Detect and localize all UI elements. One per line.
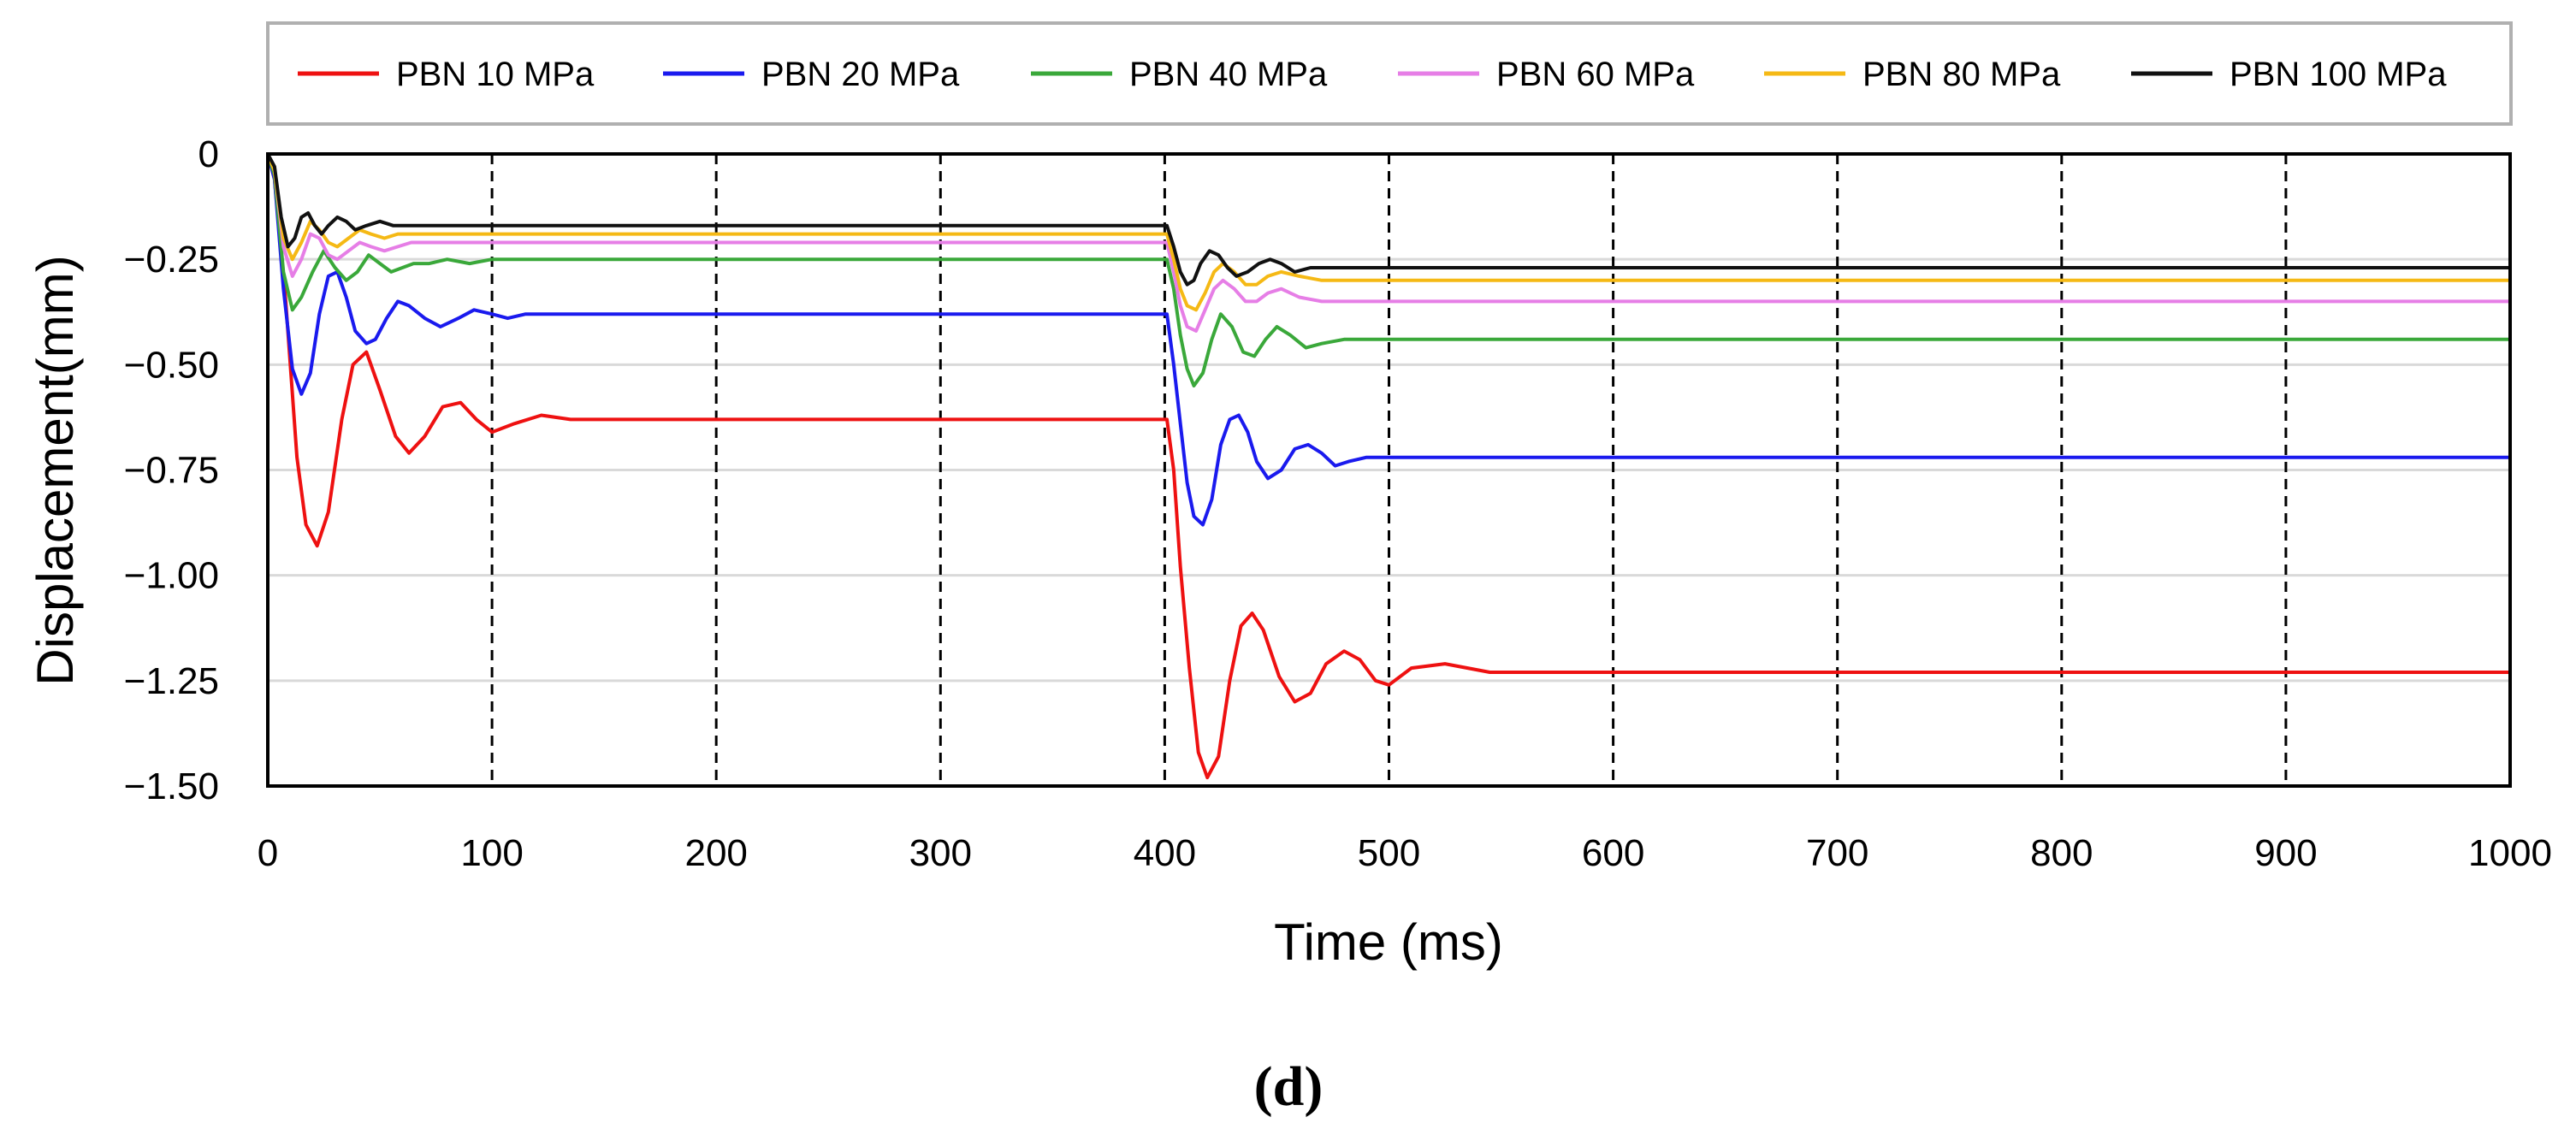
y-tick-label: 0 [198,133,219,175]
y-tick-label: −1.25 [124,660,219,702]
legend-label: PBN 10 MPa [396,56,595,93]
x-axis-ticks: 0 100 200 300 400 500 600 700 800 900 1000 [258,832,2552,874]
x-axis-title: Time (ms) [1274,913,1503,971]
x-tick-label: 500 [1358,832,1420,874]
y-tick-label: −1.00 [124,555,219,597]
legend-label: PBN 100 MPa [2230,56,2447,93]
panel-label: (d) [1254,1055,1324,1118]
series-layer [266,153,2510,780]
series-line [266,153,2510,387]
x-tick-label: 800 [2030,832,2093,874]
x-tick-label: 200 [684,832,747,874]
legend: PBN 10 MPa PBN 20 MPa PBN 40 MPa PBN 60 MPa… [298,56,2447,93]
series-line [266,153,2510,333]
legend-label: PBN 80 MPa [1862,56,2061,93]
y-tick-label: −1.50 [124,765,219,807]
x-tick-label: 400 [1134,832,1196,874]
plot-area-frame [266,152,2512,788]
legend-label: PBN 60 MPa [1496,56,1695,93]
x-tick-label: 1000 [2468,832,2552,874]
legend-label: PBN 40 MPa [1129,56,1328,93]
y-tick-label: −0.50 [124,344,219,386]
legend-label: PBN 20 MPa [761,56,960,93]
x-tick-label: 700 [1806,832,1868,874]
series-line [266,153,2510,527]
series-line [266,153,2510,312]
x-tick-label: 300 [909,832,972,874]
y-axis-ticks: 0 −0.25 −0.50 −0.75 −1.00 −1.25 −1.50 [124,133,219,807]
x-tick-label: 0 [258,832,278,874]
y-tick-label: −0.25 [124,239,219,281]
y-tick-label: −0.75 [124,450,219,492]
x-tick-label: 900 [2254,832,2317,874]
series-line [266,153,2510,287]
y-axis-title: Displacement(mm) [27,255,84,685]
x-tick-label: 600 [1582,832,1644,874]
series-line [266,153,2510,780]
x-tick-label: 100 [460,832,523,874]
